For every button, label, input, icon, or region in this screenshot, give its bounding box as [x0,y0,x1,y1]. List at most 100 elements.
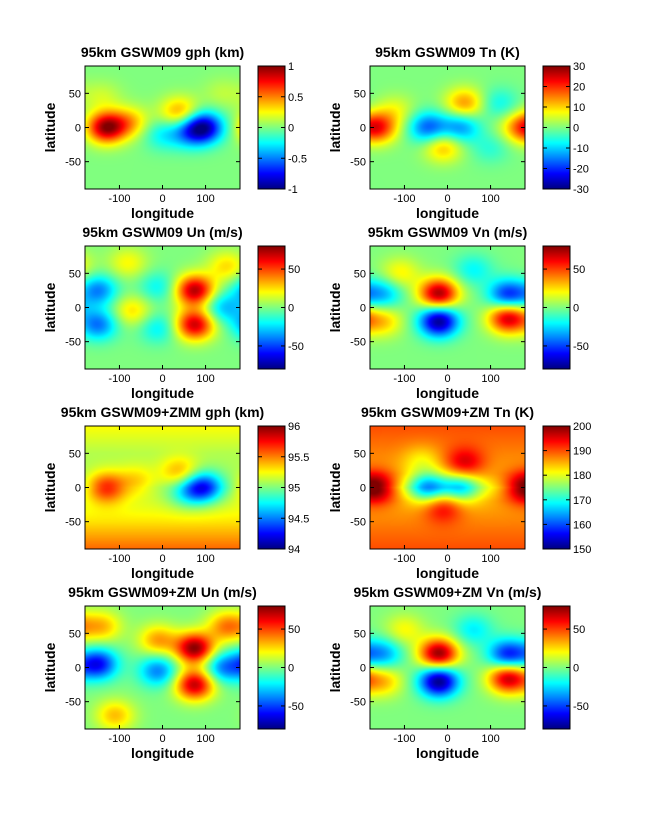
colorbar [543,246,570,369]
field-image [370,246,525,369]
colorbar-tick-label: 50 [573,264,585,276]
colorbar-tick-label: 94.5 [288,513,309,525]
colorbar-tick-label: 0 [573,303,579,315]
colorbar-tick-label: 95 [288,483,300,495]
colorbar-tick-label: -50 [288,341,304,353]
y-tick-label: 0 [360,663,366,675]
y-tick-label: -50 [350,697,366,709]
colorbar-frame [542,425,571,550]
x-axis-label: longitude [416,205,479,221]
y-tick-label: 50 [69,628,81,640]
y-tick-label: -50 [65,517,81,529]
y-axis-label: latitude [327,642,343,692]
chart-panel-7: 95km GSWM09+ZM Un (m/s) -100 0 100 50 0 -50 lon… [42,584,304,761]
y-axis-label: latitude [42,102,58,152]
chart-panel-3: 95km GSWM09 Un (m/s) -100 0 100 50 0 -50 longit… [42,224,304,401]
y-tick-label: 50 [69,448,81,460]
y-axis-label: latitude [327,462,343,512]
x-tick-label: 100 [481,373,499,385]
colorbar-tick-label: 50 [573,624,585,636]
colorbar [543,66,570,189]
x-tick-label: 0 [444,553,450,565]
panel-title: 95km GSWM09+ZMM gph (km) [61,404,264,420]
x-tick-label: 0 [159,553,165,565]
colorbar [258,66,285,189]
y-tick-label: 50 [354,268,366,280]
colorbar-tick-label: 10 [573,102,585,114]
panel-title: 95km GSWM09 Un (m/s) [82,224,242,240]
colorbar [543,426,570,549]
y-tick-label: 50 [354,88,366,100]
field-image [85,606,240,729]
y-tick-label: 0 [360,123,366,135]
x-tick-label: 100 [196,373,214,385]
x-tick-label: -100 [393,733,415,745]
x-tick-label: -100 [108,193,130,205]
colorbar-tick-label: -10 [573,143,589,155]
field-image [85,66,240,189]
y-axis-label: latitude [327,102,343,152]
y-tick-label: 0 [360,483,366,495]
colorbar-tick-label: -50 [573,341,589,353]
field-image [85,246,240,369]
x-tick-label: -100 [393,373,415,385]
y-tick-label: 50 [354,448,366,460]
panel-title: 95km GSWM09 Tn (K) [375,44,520,60]
panel-title: 95km GSWM09+ZM Vn (m/s) [354,584,542,600]
x-axis-label: longitude [131,745,194,761]
y-tick-label: 50 [354,628,366,640]
y-tick-label: 0 [75,483,81,495]
x-axis-label: longitude [416,385,479,401]
colorbar-tick-label: 200 [573,421,591,433]
panel-title: 95km GSWM09 gph (km) [81,44,244,60]
colorbar [258,426,285,549]
y-tick-label: -50 [350,517,366,529]
colorbar-tick-label: -1 [288,184,298,196]
x-axis-label: longitude [131,565,194,581]
colorbar-tick-label: 180 [573,470,591,482]
x-tick-label: 0 [444,193,450,205]
y-tick-label: 50 [69,268,81,280]
y-tick-label: 0 [75,123,81,135]
colorbar-tick-label: 190 [573,446,591,458]
colorbar-tick-label: 96 [288,421,300,433]
colorbar-tick-label: -0.5 [288,153,307,165]
panel-title: 95km GSWM09 Vn (m/s) [368,224,528,240]
colorbar-tick-label: 0 [288,123,294,135]
y-tick-label: -50 [350,337,366,349]
colorbar-tick-label: -20 [573,164,589,176]
x-tick-label: 0 [444,733,450,745]
x-tick-label: -100 [108,733,130,745]
chart-panel-2: 95km GSWM09 Tn (K)-100 0 100500-50longitud… [327,44,589,221]
y-tick-label: -50 [350,157,366,169]
y-axis-label: latitude [42,282,58,332]
colorbar-tick-label: -30 [573,184,589,196]
colorbar-tick-label: 1 [288,61,294,73]
colorbar-tick-label: 0 [573,123,579,135]
colorbar [258,606,285,729]
colorbar-tick-label: 94 [288,544,300,556]
x-tick-label: 100 [481,553,499,565]
x-tick-label: 0 [159,733,165,745]
x-axis-label: longitude [416,745,479,761]
y-axis-label: latitude [42,642,58,692]
x-tick-label: 100 [196,193,214,205]
colorbar-tick-label: -50 [573,701,589,713]
chart-panel-5: 95km GSWM09+ZMM gph (km) -100 0 100 50 0 -50 lo… [42,404,309,581]
colorbar-tick-label: 170 [573,495,591,507]
x-tick-label: -100 [108,553,130,565]
colorbar [258,246,285,369]
colorbar-tick-label: 20 [573,82,585,94]
colorbar-tick-label: 150 [573,544,591,556]
chart-panel-4: 95km GSWM09 Vn (m/s) -100 0 100 50 0 -50 longit… [327,224,589,401]
x-tick-label: 0 [159,193,165,205]
y-axis-label: latitude [42,462,58,512]
y-tick-label: -50 [65,157,81,169]
panel-title: 95km GSWM09+ZM Un (m/s) [68,584,257,600]
x-axis-label: longitude [416,565,479,581]
y-tick-label: 0 [75,303,81,315]
x-tick-label: 100 [196,553,214,565]
x-axis-label: longitude [131,385,194,401]
chart-panel-1: 95km GSWM09 gph (km) -100 0 100 50 0 -50 longit… [42,44,307,221]
